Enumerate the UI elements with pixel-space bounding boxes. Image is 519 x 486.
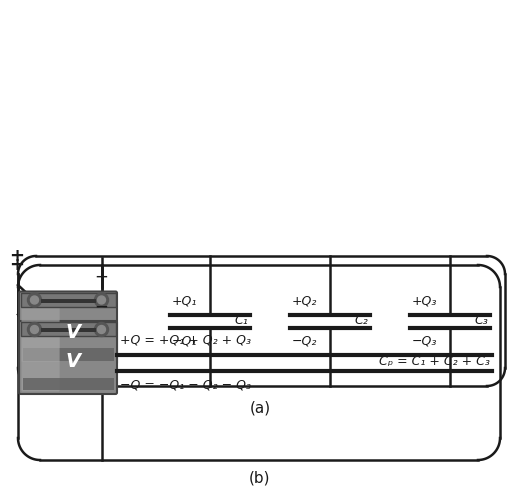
- Bar: [22, 378, 114, 390]
- Text: −Q₁: −Q₁: [172, 334, 197, 347]
- Text: −Q₃: −Q₃: [412, 334, 438, 347]
- Text: −Q = −Q₁ − Q₂ − Q₃: −Q = −Q₁ − Q₂ − Q₃: [120, 379, 252, 392]
- Text: +Q₂: +Q₂: [292, 295, 318, 308]
- Text: −: −: [94, 268, 108, 286]
- Circle shape: [28, 293, 42, 307]
- FancyBboxPatch shape: [19, 292, 117, 364]
- Circle shape: [28, 323, 42, 336]
- Circle shape: [31, 326, 38, 333]
- FancyBboxPatch shape: [19, 321, 117, 394]
- Bar: [20, 323, 116, 336]
- Bar: [20, 293, 116, 307]
- Text: −Q₂: −Q₂: [292, 334, 318, 347]
- FancyBboxPatch shape: [21, 324, 60, 392]
- Text: C₁: C₁: [234, 313, 248, 327]
- Text: Cₚ = C₁ + C₂ + C₃: Cₚ = C₁ + C₂ + C₃: [379, 355, 490, 368]
- Text: +Q = +Q₁ + Q₂ + Q₃: +Q = +Q₁ + Q₂ + Q₃: [120, 333, 252, 347]
- Text: −: −: [94, 297, 108, 315]
- Text: +: +: [9, 256, 24, 274]
- Bar: [40, 299, 95, 303]
- Text: V: V: [65, 323, 80, 342]
- Circle shape: [94, 293, 108, 307]
- Circle shape: [94, 323, 108, 336]
- Text: +: +: [9, 247, 24, 265]
- Bar: [22, 348, 114, 361]
- Text: (b): (b): [249, 470, 271, 486]
- Circle shape: [31, 296, 38, 304]
- Text: +Q₁: +Q₁: [172, 295, 197, 308]
- Text: C₂: C₂: [354, 313, 368, 327]
- Text: (a): (a): [250, 400, 270, 416]
- Text: V: V: [65, 352, 80, 371]
- FancyBboxPatch shape: [21, 294, 60, 362]
- Circle shape: [98, 296, 105, 304]
- Text: C₃: C₃: [474, 313, 488, 327]
- Bar: [40, 329, 95, 332]
- Text: +Q₃: +Q₃: [412, 295, 438, 308]
- Circle shape: [98, 326, 105, 333]
